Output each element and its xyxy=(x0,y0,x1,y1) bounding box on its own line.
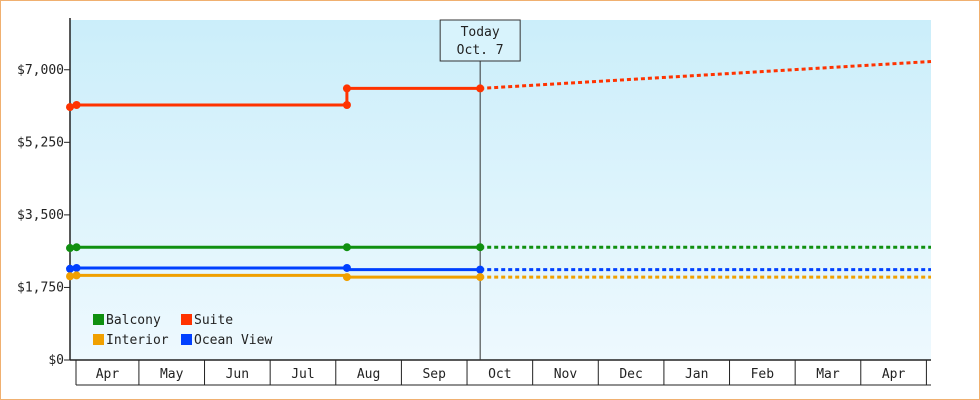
x-month-label: Jul xyxy=(291,367,314,382)
x-month-label: Jan xyxy=(685,367,708,382)
suite-forecast-line xyxy=(480,60,932,90)
interior-point xyxy=(66,272,74,281)
y-tick-label: $7,000 xyxy=(17,63,64,78)
x-month-label: Apr xyxy=(882,367,906,382)
y-tick-label: $5,250 xyxy=(17,135,64,150)
x-month-label: Dec xyxy=(619,367,642,382)
ocean-view-point xyxy=(476,265,485,274)
interior-point xyxy=(72,271,81,280)
y-tick-label: $1,750 xyxy=(17,280,64,295)
today-label-box xyxy=(439,19,521,62)
legend: Balcony Suite Interior Ocean View xyxy=(93,313,272,348)
legend-swatch-interior xyxy=(93,334,104,345)
balcony-line xyxy=(69,245,481,250)
y-axis: $0 $1,750 $3,500 $5,250 $7,000 xyxy=(17,18,71,368)
interior-line xyxy=(69,273,481,279)
suite-point xyxy=(342,101,351,109)
x-month-label: Feb xyxy=(751,367,775,382)
interior-point xyxy=(476,273,485,282)
today-date: Oct. 7 xyxy=(457,43,504,58)
plot-background xyxy=(70,20,931,360)
y-tick-label: $0 xyxy=(48,353,64,368)
suite-point xyxy=(66,103,74,112)
suite-point xyxy=(476,84,485,93)
legend-swatch-suite xyxy=(181,314,192,325)
suite-point xyxy=(72,101,81,109)
legend-swatch-balcony xyxy=(93,314,104,325)
legend-label-ocean-view: Ocean View xyxy=(194,333,272,348)
x-month-label: Jun xyxy=(226,367,249,382)
ocean-view-line xyxy=(69,266,481,272)
x-month-label: Oct xyxy=(488,367,511,382)
legend-label-interior: Interior xyxy=(106,333,169,348)
x-axis: Apr May Jun Jul Aug Sep Oct Nov Dec Jan Feb Mar Apr xyxy=(70,359,931,386)
today-label: Today xyxy=(461,25,500,40)
ocean-view-point xyxy=(342,263,351,272)
x-month-label: May xyxy=(160,367,184,382)
balcony-point xyxy=(66,244,74,253)
legend-label-suite: Suite xyxy=(194,313,233,328)
ocean-view-point xyxy=(66,264,74,273)
x-month-label: Apr xyxy=(96,367,120,382)
ocean-view-point xyxy=(72,263,81,272)
balcony-point xyxy=(342,243,351,252)
x-month-label: Mar xyxy=(816,367,840,382)
interior-point xyxy=(342,273,351,282)
today-marker: Today Oct. 7 xyxy=(439,19,521,360)
series-lines xyxy=(66,60,932,282)
legend-swatch-ocean-view xyxy=(181,334,192,345)
suite-point xyxy=(342,84,351,93)
x-month-label: Nov xyxy=(554,367,578,382)
x-month-label: Aug xyxy=(357,367,380,382)
x-month-label: Sep xyxy=(422,367,446,382)
legend-label-balcony: Balcony xyxy=(106,313,161,328)
y-tick-label: $3,500 xyxy=(17,208,64,223)
balcony-point xyxy=(72,243,81,252)
balcony-point xyxy=(476,243,485,252)
